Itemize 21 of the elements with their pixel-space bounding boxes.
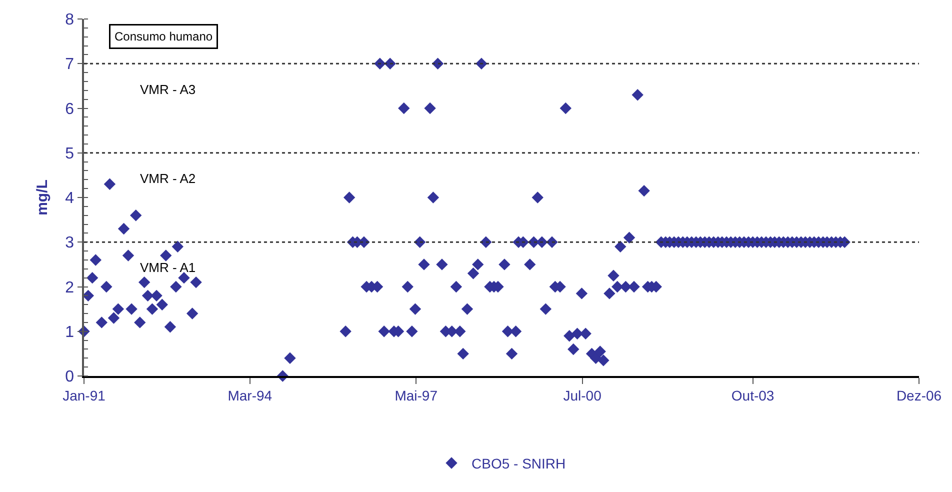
y-tick-label: 3 [65, 234, 74, 252]
ref-line-label: VMR - A1 [140, 260, 196, 275]
y-tick-label: 1 [65, 324, 74, 341]
ref-line-label: VMR - A2 [140, 171, 196, 186]
x-tick-label: Out-03 [731, 388, 774, 404]
x-tick-label: Mai-97 [394, 388, 438, 404]
y-tick-label: 0 [65, 368, 74, 386]
y-tick-label: 2 [65, 279, 74, 296]
legend-label: CBO5 - SNIRH [472, 455, 566, 472]
ref-line-label: VMR - A3 [140, 82, 196, 97]
y-tick-label: 6 [65, 100, 74, 118]
y-tick-label: 5 [65, 145, 74, 162]
y-tick-label: 7 [65, 56, 74, 74]
annotation: Consumo humano [114, 30, 213, 44]
x-tick-label: Dez-06 [896, 388, 942, 404]
x-tick-label: Mar-94 [228, 388, 272, 404]
y-tick-label: 4 [65, 190, 74, 208]
x-tick-label: Jul-00 [563, 388, 602, 404]
y-axis-title: mg/L [34, 180, 51, 216]
x-tick-label: Jan-91 [62, 388, 106, 404]
y-tick-label: 8 [65, 12, 74, 29]
